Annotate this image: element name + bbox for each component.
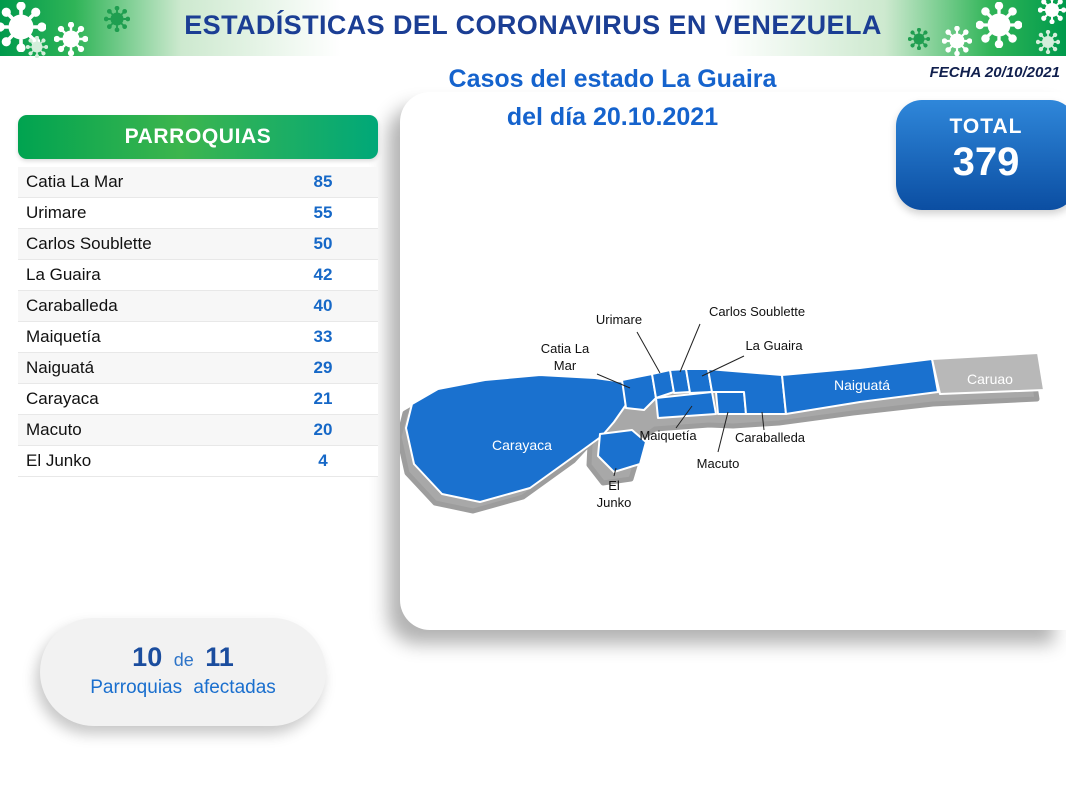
map-label-maiquetia: Maiquetía	[639, 428, 697, 443]
map-label-catia-la-mar-line2: Mar	[554, 358, 577, 373]
map-label-caraballeda: Caraballeda	[735, 430, 806, 445]
leader-carlos-soublette	[679, 323, 701, 373]
table-row: Urimare 55	[18, 198, 378, 229]
parish-name: Catia La Mar	[26, 172, 124, 191]
map-label-el-junko-line2: Junko	[597, 495, 632, 510]
affected-total: 11	[205, 642, 234, 672]
leader-macuto	[717, 411, 729, 453]
parish-count: 40	[313, 296, 333, 315]
leader-caraballeda	[761, 411, 765, 431]
parish-carayaca	[405, 374, 629, 503]
table-row: Naiguatá 29	[18, 353, 378, 384]
parish-caruao	[931, 352, 1045, 395]
parish-count: 50	[313, 234, 333, 253]
parish-maiquetia	[655, 391, 717, 419]
parish-name: Macuto	[26, 420, 82, 439]
parish-count: 55	[313, 203, 333, 222]
parish-count: 33	[313, 327, 333, 346]
parish-catia-la-mar	[621, 373, 657, 411]
affected-summary: 10 de 11 Parroquias afectadas	[40, 618, 326, 726]
page-title: ESTADÍSTICAS DEL CORONAVIRUS EN VENEZUEL…	[184, 10, 882, 40]
parish-name: Caraballeda	[26, 296, 118, 315]
map-label-carlos-soublette: Carlos Soublette	[709, 304, 805, 319]
subtitle-line2: del día 20.10.2021	[506, 103, 719, 131]
table-title: PARROQUIAS	[18, 115, 378, 159]
total-label: TOTAL	[949, 115, 1023, 138]
affected-caption: Parroquias afectadas	[90, 677, 276, 698]
affected-count-line: 10 de 11	[40, 642, 326, 673]
total-box: TOTAL 379	[896, 100, 1066, 210]
la-guaira-map: Urimare Carlos Soublette Catia La Mar La…	[396, 304, 1045, 514]
leader-el-junko	[613, 467, 617, 477]
leader-catia-la-mar	[596, 373, 631, 389]
parish-name: Carayaca	[26, 389, 99, 408]
parish-count: 42	[313, 265, 333, 284]
affected-of: de	[173, 650, 194, 670]
parish-count: 85	[313, 172, 333, 191]
map-label-catia-la-mar-line1: Catia La	[541, 341, 590, 356]
leader-urimare	[636, 331, 661, 374]
parish-name: Naiguatá	[26, 358, 95, 377]
parish-name: Maiquetía	[26, 327, 101, 346]
parish-macuto	[715, 391, 747, 415]
subtitle-line1: Casos del estado La Guaira	[448, 65, 777, 93]
header-banner: ESTADÍSTICAS DEL CORONAVIRUS EN VENEZUEL…	[0, 0, 1066, 58]
parish-count: 4	[318, 451, 328, 470]
date-label: FECHA 20/10/2021	[929, 64, 1060, 81]
table-row: Maiquetía 33	[18, 322, 378, 353]
map-label-caruao: Caruao	[967, 371, 1013, 387]
total-value: 379	[952, 140, 1020, 184]
parish-name: El Junko	[26, 451, 92, 470]
table-row: Caraballeda 40	[18, 291, 378, 322]
parish-count: 29	[313, 358, 333, 377]
map-label-carayaca: Carayaca	[492, 437, 552, 453]
parish-naiguata	[781, 358, 939, 415]
chart-subtitle: Casos del estado La Guaira del día 20.10…	[400, 60, 825, 136]
parish-name: Urimare	[26, 203, 87, 222]
parish-name: La Guaira	[26, 265, 101, 284]
table-body: Catia La Mar 85 Urimare 55 Carlos Souble…	[18, 167, 378, 477]
leader-la-guaira	[701, 355, 745, 377]
table-row: Macuto 20	[18, 415, 378, 446]
leader-maiquetia	[675, 405, 693, 429]
parish-count: 21	[313, 389, 333, 408]
table-row: La Guaira 42	[18, 260, 378, 291]
map-label-el-junko-line1: El	[608, 478, 620, 493]
table-row: Carlos Soublette 50	[18, 229, 378, 260]
parish-name: Carlos Soublette	[26, 234, 152, 253]
table-row: Catia La Mar 85	[18, 167, 378, 198]
affected-count: 10	[132, 642, 163, 672]
map-label-la-guaira: La Guaira	[745, 338, 803, 353]
table-row: El Junko 4	[18, 446, 378, 477]
parish-count: 20	[313, 420, 333, 439]
map-label-naiguata: Naiguatá	[834, 377, 890, 393]
parroquias-table: PARROQUIAS Catia La Mar 85 Urimare 55 Ca…	[18, 115, 378, 477]
map-label-macuto: Macuto	[697, 456, 740, 471]
table-row: Carayaca 21	[18, 384, 378, 415]
parish-el-junko	[597, 429, 647, 473]
map-label-urimare: Urimare	[596, 312, 642, 327]
